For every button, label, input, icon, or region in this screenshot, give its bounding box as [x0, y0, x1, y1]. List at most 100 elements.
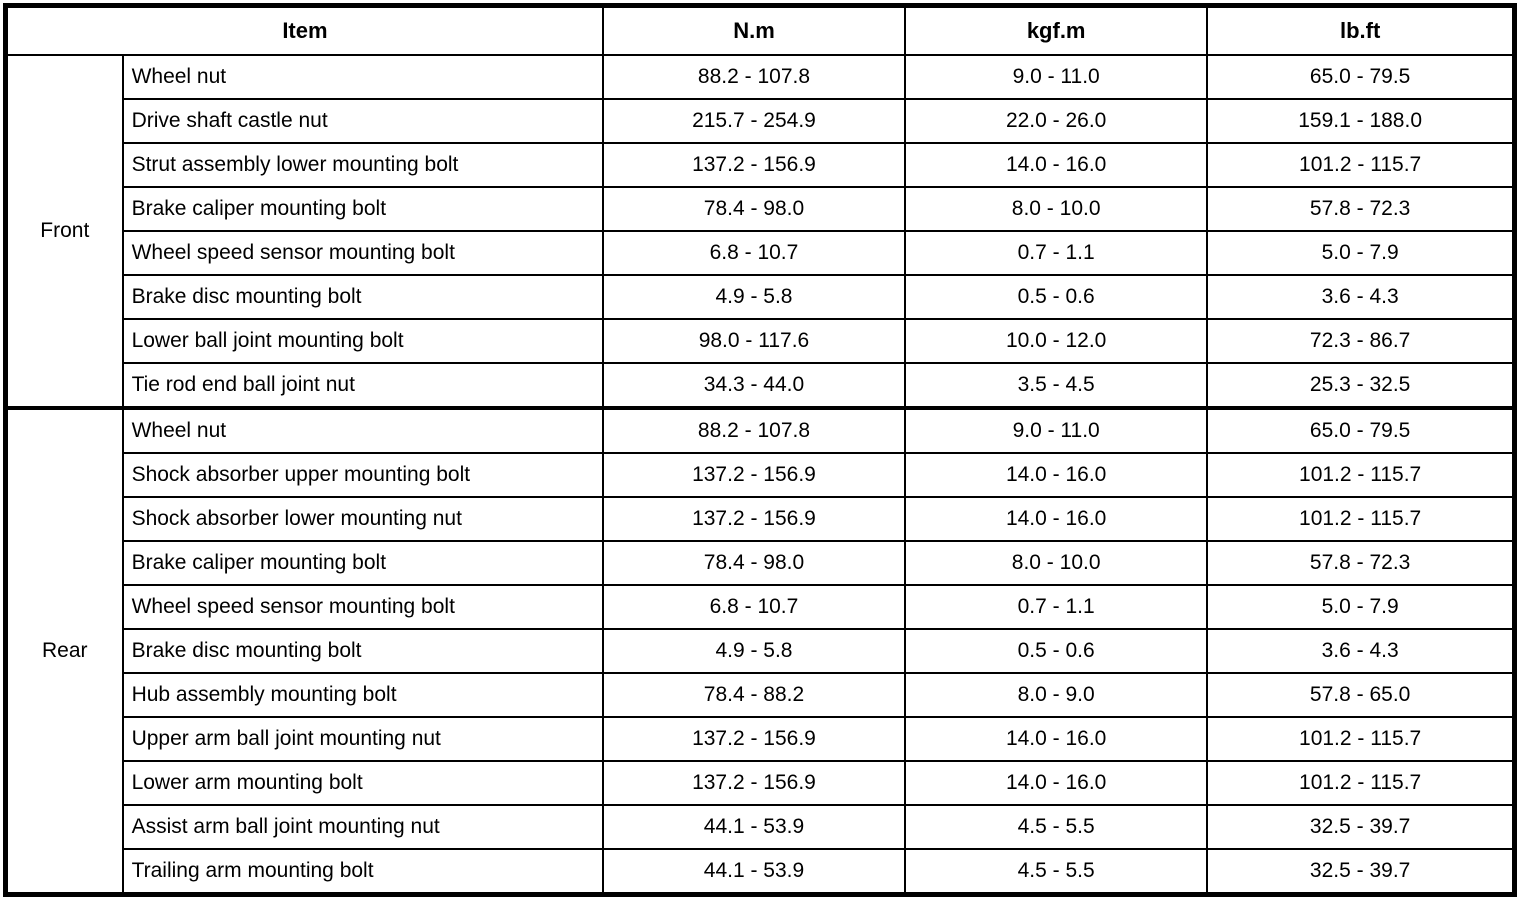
column-header-kgfm: kgf.m	[904, 4, 1209, 56]
kgfm-cell: 8.0 - 10.0	[904, 540, 1209, 586]
lbft-cell: 101.2 - 115.7	[1206, 142, 1516, 188]
table-row: Trailing arm mounting bolt 44.1 - 53.9 4…	[6, 848, 1516, 896]
nm-cell: 88.2 - 107.8	[601, 54, 907, 100]
item-cell: Assist arm ball joint mounting nut	[121, 804, 604, 850]
item-cell: Wheel nut	[121, 54, 604, 100]
kgfm-cell: 10.0 - 12.0	[904, 318, 1209, 364]
nm-cell: 78.4 - 88.2	[601, 672, 907, 718]
nm-cell: 4.9 - 5.8	[601, 274, 907, 320]
kgfm-cell: 0.7 - 1.1	[904, 584, 1209, 630]
section-label-rear: Rear	[4, 406, 124, 896]
kgfm-cell: 4.5 - 5.5	[904, 848, 1209, 896]
kgfm-cell: 8.0 - 10.0	[904, 186, 1209, 232]
lbft-cell: 32.5 - 39.7	[1206, 848, 1516, 896]
lbft-cell: 65.0 - 79.5	[1206, 406, 1516, 454]
table-row: Lower arm mounting bolt 137.2 - 156.9 14…	[6, 760, 1516, 806]
kgfm-cell: 14.0 - 16.0	[904, 760, 1209, 806]
item-cell: Hub assembly mounting bolt	[121, 672, 604, 718]
table-row: Hub assembly mounting bolt 78.4 - 88.2 8…	[6, 672, 1516, 718]
table-row: Shock absorber lower mounting nut 137.2 …	[6, 496, 1516, 542]
table-row: Brake disc mounting bolt 4.9 - 5.8 0.5 -…	[6, 628, 1516, 674]
nm-cell: 78.4 - 98.0	[601, 186, 907, 232]
item-cell: Shock absorber upper mounting bolt	[121, 452, 604, 498]
nm-cell: 137.2 - 156.9	[601, 452, 907, 498]
table-row: Wheel speed sensor mounting bolt 6.8 - 1…	[6, 230, 1516, 276]
column-header-nm: N.m	[601, 4, 907, 56]
column-header-lbft: lb.ft	[1206, 4, 1516, 56]
table-row: Upper arm ball joint mounting nut 137.2 …	[6, 716, 1516, 762]
lbft-cell: 65.0 - 79.5	[1206, 54, 1516, 100]
item-cell: Shock absorber lower mounting nut	[121, 496, 604, 542]
table-row: Brake caliper mounting bolt 78.4 - 98.0 …	[6, 540, 1516, 586]
nm-cell: 34.3 - 44.0	[601, 362, 907, 409]
kgfm-cell: 14.0 - 16.0	[904, 452, 1209, 498]
item-cell: Tie rod end ball joint nut	[121, 362, 604, 409]
lbft-cell: 101.2 - 115.7	[1206, 452, 1516, 498]
nm-cell: 137.2 - 156.9	[601, 496, 907, 542]
kgfm-cell: 9.0 - 11.0	[904, 406, 1209, 454]
lbft-cell: 5.0 - 7.9	[1206, 230, 1516, 276]
nm-cell: 215.7 - 254.9	[601, 98, 907, 144]
lbft-cell: 101.2 - 115.7	[1206, 760, 1516, 806]
kgfm-cell: 14.0 - 16.0	[904, 716, 1209, 762]
item-cell: Brake caliper mounting bolt	[121, 186, 604, 232]
kgfm-cell: 22.0 - 26.0	[904, 98, 1209, 144]
kgfm-cell: 3.5 - 4.5	[904, 362, 1209, 409]
lbft-cell: 3.6 - 4.3	[1206, 274, 1516, 320]
table-row: Brake caliper mounting bolt 78.4 - 98.0 …	[6, 186, 1516, 232]
nm-cell: 78.4 - 98.0	[601, 540, 907, 586]
torque-spec-table: Item N.m kgf.m lb.ft Front Wheel nut 88.…	[3, 3, 1517, 897]
item-cell: Strut assembly lower mounting bolt	[121, 142, 604, 188]
item-cell: Wheel nut	[121, 406, 604, 454]
table-row: Rear Wheel nut 88.2 - 107.8 9.0 - 11.0 6…	[4, 406, 1516, 896]
table-row: Drive shaft castle nut 215.7 - 254.9 22.…	[6, 98, 1516, 144]
table-row: Shock absorber upper mounting bolt 137.2…	[6, 452, 1516, 498]
table-row: Wheel speed sensor mounting bolt 6.8 - 1…	[6, 584, 1516, 630]
item-cell: Lower arm mounting bolt	[121, 760, 604, 806]
item-cell: Drive shaft castle nut	[121, 98, 604, 144]
item-cell: Trailing arm mounting bolt	[121, 848, 604, 896]
item-cell: Brake caliper mounting bolt	[121, 540, 604, 586]
kgfm-cell: 14.0 - 16.0	[904, 496, 1209, 542]
lbft-cell: 159.1 - 188.0	[1206, 98, 1516, 144]
lbft-cell: 5.0 - 7.9	[1206, 584, 1516, 630]
nm-cell: 88.2 - 107.8	[601, 406, 907, 454]
nm-cell: 137.2 - 156.9	[601, 760, 907, 806]
header-row: Item N.m kgf.m lb.ft	[4, 4, 1516, 56]
lbft-cell: 72.3 - 86.7	[1206, 318, 1516, 364]
item-cell: Brake disc mounting bolt	[121, 274, 604, 320]
nm-cell: 44.1 - 53.9	[601, 848, 907, 896]
nm-cell: 137.2 - 156.9	[601, 142, 907, 188]
lbft-cell: 101.2 - 115.7	[1206, 716, 1516, 762]
item-cell: Wheel speed sensor mounting bolt	[121, 230, 604, 276]
nm-cell: 137.2 - 156.9	[601, 716, 907, 762]
item-cell: Lower ball joint mounting bolt	[121, 318, 604, 364]
lbft-cell: 3.6 - 4.3	[1206, 628, 1516, 674]
kgfm-cell: 0.7 - 1.1	[904, 230, 1209, 276]
lbft-cell: 101.2 - 115.7	[1206, 496, 1516, 542]
lbft-cell: 57.8 - 72.3	[1206, 186, 1516, 232]
table-row: Lower ball joint mounting bolt 98.0 - 11…	[6, 318, 1516, 364]
table-row: Front Wheel nut 88.2 - 107.8 9.0 - 11.0 …	[4, 54, 1516, 409]
nm-cell: 6.8 - 10.7	[601, 230, 907, 276]
nm-cell: 6.8 - 10.7	[601, 584, 907, 630]
table-row: Tie rod end ball joint nut 34.3 - 44.0 3…	[6, 362, 1516, 409]
lbft-cell: 57.8 - 72.3	[1206, 540, 1516, 586]
table-row: Brake disc mounting bolt 4.9 - 5.8 0.5 -…	[6, 274, 1516, 320]
kgfm-cell: 8.0 - 9.0	[904, 672, 1209, 718]
nm-cell: 4.9 - 5.8	[601, 628, 907, 674]
kgfm-cell: 0.5 - 0.6	[904, 274, 1209, 320]
lbft-cell: 32.5 - 39.7	[1206, 804, 1516, 850]
kgfm-cell: 4.5 - 5.5	[904, 804, 1209, 850]
nm-cell: 44.1 - 53.9	[601, 804, 907, 850]
table-row: Assist arm ball joint mounting nut 44.1 …	[6, 804, 1516, 850]
item-cell: Brake disc mounting bolt	[121, 628, 604, 674]
kgfm-cell: 0.5 - 0.6	[904, 628, 1209, 674]
item-cell: Wheel speed sensor mounting bolt	[121, 584, 604, 630]
column-header-item: Item	[4, 4, 604, 56]
table-row: Strut assembly lower mounting bolt 137.2…	[6, 142, 1516, 188]
kgfm-cell: 9.0 - 11.0	[904, 54, 1209, 100]
lbft-cell: 57.8 - 65.0	[1206, 672, 1516, 718]
kgfm-cell: 14.0 - 16.0	[904, 142, 1209, 188]
lbft-cell: 25.3 - 32.5	[1206, 362, 1516, 409]
